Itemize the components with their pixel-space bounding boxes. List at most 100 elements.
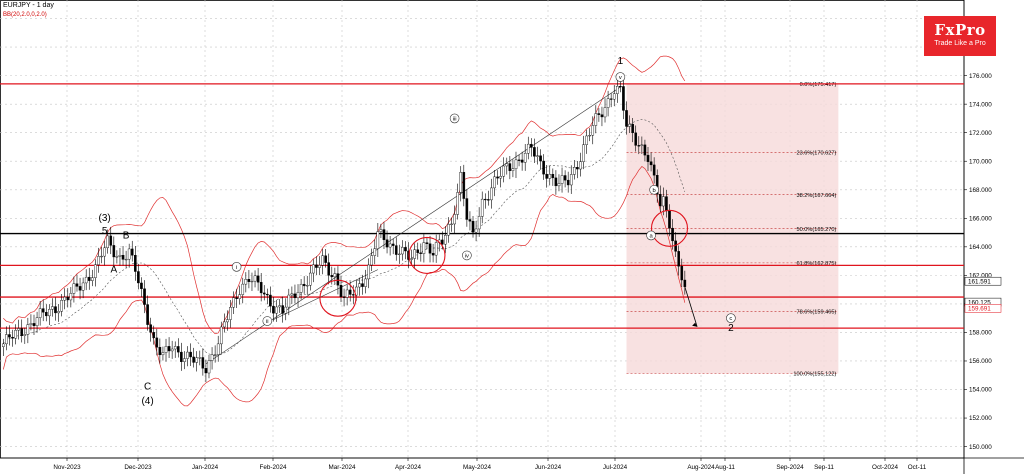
candle-body bbox=[210, 354, 214, 361]
candle-body bbox=[394, 245, 398, 255]
candle-body bbox=[585, 135, 588, 145]
circled-wave-label: ii bbox=[266, 319, 269, 325]
logo-tagline: Trade Like a Pro bbox=[934, 40, 986, 47]
candle-body bbox=[539, 155, 542, 162]
wave-label: B bbox=[123, 230, 130, 241]
bollinger-middle-band bbox=[3, 119, 686, 357]
wave-label: A bbox=[110, 265, 117, 276]
candle-body bbox=[284, 306, 288, 314]
candle-body bbox=[496, 176, 499, 179]
candle-body bbox=[453, 214, 456, 225]
candle-body bbox=[413, 249, 416, 259]
candle-body bbox=[167, 346, 171, 352]
wave-label: 1 bbox=[618, 56, 624, 67]
highlight-circle bbox=[650, 209, 689, 247]
candle-body bbox=[336, 273, 340, 286]
candle-body bbox=[94, 264, 97, 278]
candle-body bbox=[275, 306, 278, 314]
candle-body bbox=[511, 168, 515, 171]
candle-body bbox=[465, 198, 469, 220]
candle-body bbox=[5, 334, 8, 345]
candle-body bbox=[425, 242, 429, 244]
circled-wave-label: b bbox=[653, 188, 656, 194]
circled-wave-marker bbox=[262, 316, 273, 326]
candle-body bbox=[112, 245, 116, 258]
candle-body bbox=[640, 144, 644, 146]
candle-body bbox=[23, 334, 27, 336]
candle-body bbox=[563, 175, 567, 181]
candle-body bbox=[655, 175, 659, 195]
candle-body bbox=[649, 161, 653, 166]
candle-body bbox=[11, 336, 14, 339]
candle-body bbox=[370, 255, 374, 266]
candle-body bbox=[542, 160, 545, 175]
candle-body bbox=[327, 262, 331, 276]
candle-body bbox=[391, 243, 395, 246]
price-tick-label: 154.000 bbox=[969, 387, 992, 394]
candle-body bbox=[471, 220, 475, 233]
price-tick-label: 152.000 bbox=[969, 415, 992, 422]
candle-body bbox=[38, 308, 42, 318]
circled-wave-marker bbox=[726, 313, 736, 323]
time-tick-label: Apr-2024 bbox=[395, 464, 421, 471]
candle-body bbox=[588, 135, 591, 137]
chart-title: EURJPY - 1 day bbox=[3, 2, 54, 9]
time-tick-label: Sep-11 bbox=[814, 464, 834, 471]
candle-body bbox=[78, 286, 82, 291]
candle-body bbox=[81, 282, 85, 291]
circled-wave-label: iv bbox=[465, 253, 469, 259]
candle-body bbox=[29, 323, 33, 325]
trend-line bbox=[205, 86, 621, 365]
candle-body bbox=[483, 198, 487, 201]
price-badge bbox=[964, 304, 1002, 313]
candle-body bbox=[201, 357, 205, 369]
candle-body bbox=[603, 107, 607, 118]
price-badge-label: 159.691 bbox=[968, 306, 991, 313]
candle-body bbox=[431, 253, 435, 256]
candle-body bbox=[339, 284, 343, 298]
candle-body bbox=[582, 144, 585, 162]
candle-body bbox=[441, 239, 444, 245]
candle-body bbox=[69, 293, 73, 301]
price-tick-label: 156.000 bbox=[969, 358, 992, 365]
candle-body bbox=[462, 172, 466, 199]
candle-body bbox=[404, 247, 407, 252]
circled-wave-label: iii bbox=[453, 116, 457, 122]
fib-level-label: 100.0%(155.122) bbox=[793, 372, 836, 378]
candle-body bbox=[103, 247, 106, 257]
candle-body bbox=[566, 179, 570, 186]
candle-body bbox=[573, 167, 576, 175]
candle-body bbox=[1, 343, 5, 347]
candle-body bbox=[385, 239, 389, 248]
candle-body bbox=[361, 283, 364, 287]
price-tick-label: 166.000 bbox=[969, 215, 992, 222]
candle-body bbox=[321, 255, 324, 266]
candle-body bbox=[124, 258, 128, 261]
candle-body bbox=[505, 163, 509, 167]
wave-label: 2 bbox=[728, 323, 734, 334]
candle-body bbox=[474, 228, 478, 233]
candle-body bbox=[398, 253, 401, 255]
candle-body bbox=[75, 283, 79, 287]
price-tick-label: 158.000 bbox=[969, 330, 992, 337]
wave-label: (3) bbox=[98, 213, 110, 224]
candle-body bbox=[134, 255, 137, 272]
candle-body bbox=[170, 348, 174, 352]
candle-body bbox=[536, 155, 539, 157]
candle-body bbox=[401, 247, 404, 255]
highlight-circle bbox=[319, 279, 357, 317]
candle-body bbox=[176, 346, 180, 353]
candle-body bbox=[459, 172, 463, 193]
fib-level-label: 23.6%(170.627) bbox=[797, 150, 837, 156]
candle-body bbox=[379, 229, 383, 232]
candle-body bbox=[612, 93, 616, 100]
candle-body bbox=[677, 251, 680, 267]
circled-wave-label: c bbox=[729, 316, 732, 322]
wave-label: 5 bbox=[102, 226, 108, 237]
candle-body bbox=[345, 289, 349, 298]
candle-body bbox=[514, 159, 518, 169]
price-badge bbox=[964, 276, 1002, 286]
candle-body bbox=[450, 223, 453, 225]
candle-body bbox=[508, 163, 512, 171]
candle-body bbox=[161, 352, 165, 356]
